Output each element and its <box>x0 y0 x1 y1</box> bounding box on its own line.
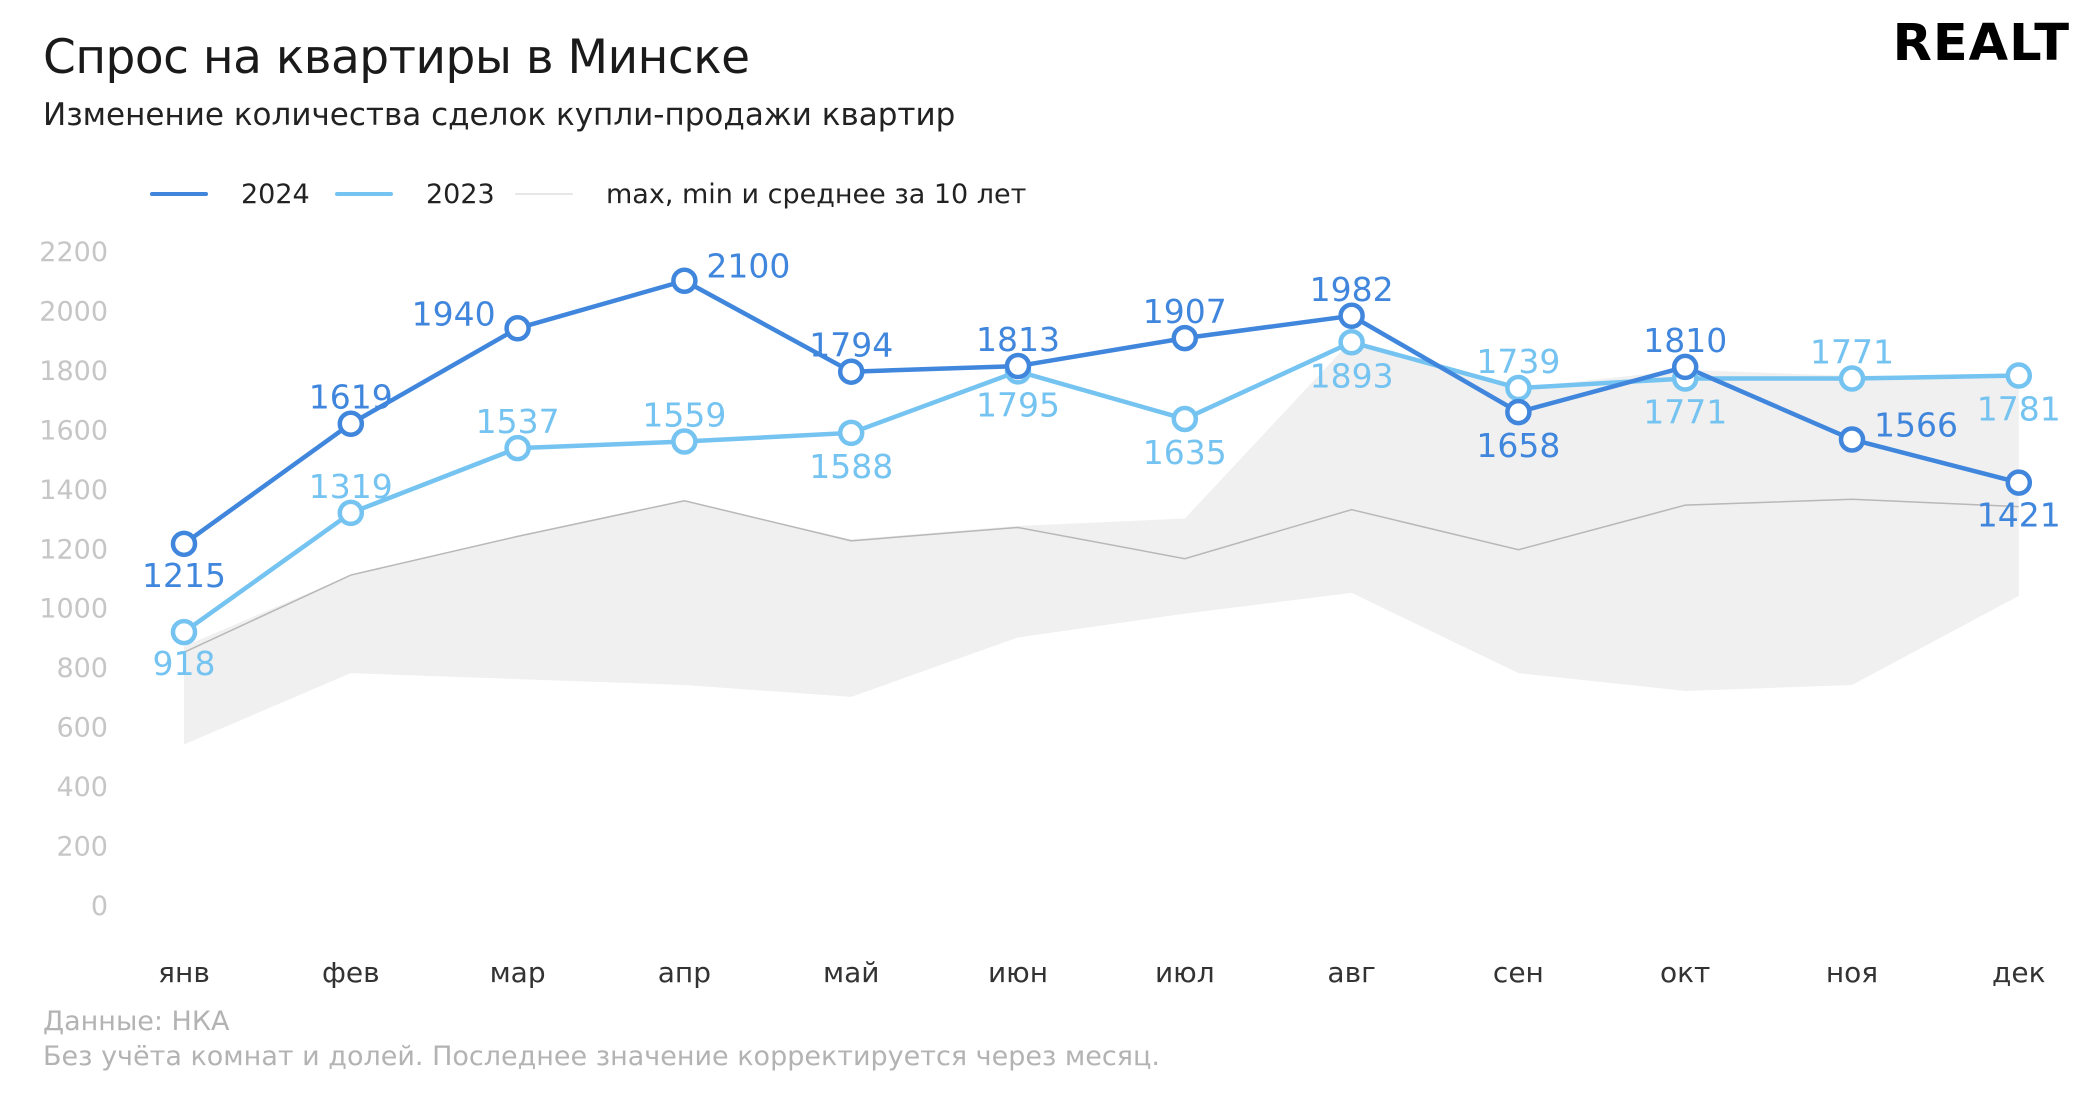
chart-title: Спрос на квартиры в Минске <box>43 30 750 85</box>
marker-2024 <box>1338 302 1365 330</box>
legend-swatch-2023 <box>335 192 393 196</box>
marker-2024 <box>2005 469 2033 496</box>
marker-2024 <box>1838 426 1866 453</box>
y-tick-label: 600 <box>56 713 108 744</box>
data-label-2023: 918 <box>153 644 216 683</box>
x-tick-label: ноя <box>1826 956 1878 989</box>
y-tick-label: 2000 <box>39 296 108 327</box>
marker-2024 <box>170 530 198 558</box>
marker-2024 <box>1171 324 1199 352</box>
series-line-2024 <box>181 278 2022 547</box>
marker-2024 <box>671 267 698 294</box>
data-label-2023: 1781 <box>1977 390 2061 429</box>
marker-2023 <box>1171 405 1199 433</box>
x-tick-label: янв <box>158 956 210 989</box>
legend-swatch-10-year-range <box>515 193 573 195</box>
legend-label-2024: 2024 <box>241 178 310 210</box>
data-label-2023: 1771 <box>1643 393 1727 432</box>
chart-subtitle: Изменение количества сделок купли-продаж… <box>43 97 956 133</box>
marker-2024 <box>1004 352 1032 380</box>
y-tick-label: 2200 <box>39 237 108 268</box>
y-tick-label: 800 <box>56 653 108 684</box>
marker-2023 <box>170 618 198 646</box>
marker-2024 <box>837 358 865 385</box>
legend-item-2023: 2023 <box>335 179 515 210</box>
data-label-2024: 1421 <box>1977 496 2061 535</box>
marker-2024 <box>504 315 531 342</box>
marker-2023 <box>671 428 698 455</box>
data-label-2024: 1810 <box>1643 321 1727 360</box>
x-tick-label: авг <box>1327 956 1375 989</box>
realt-logo: REALT <box>1892 14 2070 73</box>
data-label-2023: 1537 <box>476 402 560 441</box>
legend: 2024 2023 max, min и среднее за 10 лет <box>150 174 1026 214</box>
data-label-2023: 1795 <box>976 385 1060 424</box>
data-label-2023: 1771 <box>1810 333 1894 372</box>
x-tick-label: май <box>823 956 879 989</box>
data-label-2023: 1319 <box>309 467 393 506</box>
legend-swatch-2024 <box>150 192 208 196</box>
x-tick-label: сен <box>1493 956 1544 989</box>
marker-2023 <box>1338 329 1365 356</box>
data-label-2024: 1982 <box>1310 270 1394 309</box>
marker-2024 <box>1671 353 1699 381</box>
y-tick-label: 0 <box>91 891 108 922</box>
y-tick-label: 200 <box>56 832 108 863</box>
y-tick-label: 1800 <box>39 356 108 387</box>
data-label-2024: 1940 <box>412 294 496 333</box>
data-label-2023: 1893 <box>1310 356 1394 395</box>
x-tick-label: дек <box>1992 956 2046 989</box>
y-tick-label: 1000 <box>39 594 108 625</box>
methodology-note: Без учёта комнат и долей. Последнее знач… <box>43 1041 1160 1072</box>
legend-item-10-year-range: max, min и среднее за 10 лет <box>515 179 1026 210</box>
legend-label-2023: 2023 <box>426 178 495 210</box>
data-label-2023: 1559 <box>642 396 726 435</box>
marker-2023 <box>1838 365 1866 392</box>
x-tick-label: фев <box>322 956 380 989</box>
y-tick-label: 1400 <box>39 475 108 506</box>
marker-2024 <box>1505 398 1532 426</box>
y-tick-label: 400 <box>56 772 108 803</box>
data-label-2023: 1739 <box>1476 342 1560 381</box>
data-label-2024: 1566 <box>1874 405 1958 444</box>
x-tick-label: апр <box>658 956 711 989</box>
data-label-2024: 1907 <box>1143 292 1227 331</box>
data-label-2024: 2100 <box>706 247 790 286</box>
x-tick-label: окт <box>1660 956 1710 989</box>
data-label-2024: 1619 <box>309 378 393 417</box>
data-label-2024: 1658 <box>1476 426 1560 465</box>
y-tick-label: 1200 <box>39 534 108 565</box>
data-label-2023: 1588 <box>809 447 893 486</box>
data-label-2023: 1635 <box>1143 433 1227 472</box>
marker-2024 <box>337 410 365 437</box>
data-label-2024: 1794 <box>809 326 893 365</box>
marker-2023 <box>337 499 365 527</box>
y-tick-label: 1600 <box>39 415 108 446</box>
x-tick-label: мар <box>490 956 546 989</box>
marker-2023 <box>837 419 865 447</box>
legend-label-10-year-range: max, min и среднее за 10 лет <box>606 178 1027 210</box>
marker-2023 <box>2005 362 2033 389</box>
x-tick-label: июн <box>988 956 1048 989</box>
ten-year-average-line <box>183 498 2019 653</box>
legend-item-2024: 2024 <box>150 179 335 210</box>
source-note: Данные: НКА <box>43 1006 230 1037</box>
data-label-2024: 1813 <box>976 320 1060 359</box>
marker-2023 <box>504 434 531 462</box>
data-label-2024: 1215 <box>142 556 226 595</box>
x-tick-label: июл <box>1155 956 1215 989</box>
